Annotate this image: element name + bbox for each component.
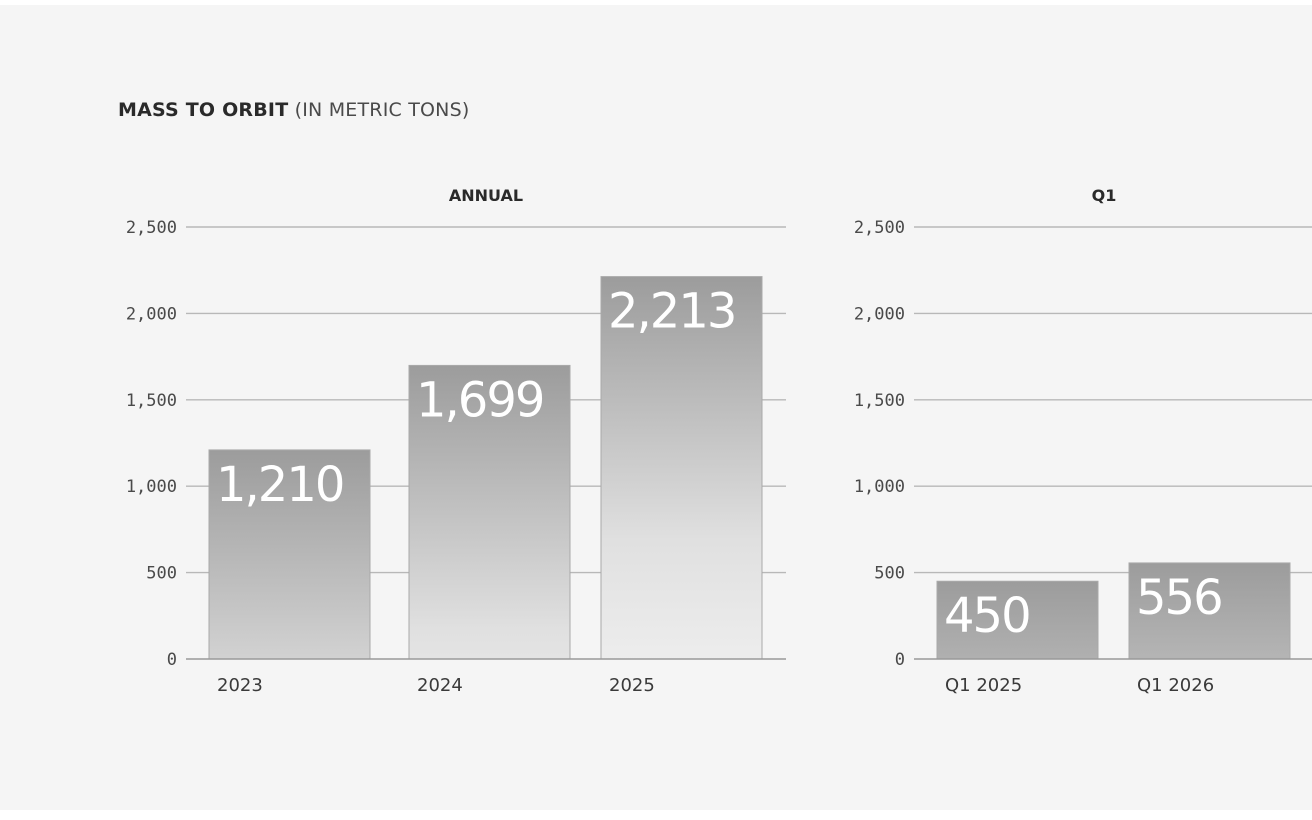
annual-y-tick-label: 1,500	[126, 391, 177, 411]
q1-y-tick-label: 1,500	[854, 391, 905, 411]
annual-chart-title: ANNUAL	[449, 186, 523, 205]
q1-x-category-label: Q1 2026	[1137, 675, 1214, 696]
annual-y-tick-label: 2,000	[126, 304, 177, 324]
q1-y-tick-label: 0	[895, 650, 905, 670]
q1-y-tick-label: 2,000	[854, 304, 905, 324]
chart-heading: MASS TO ORBIT (IN METRIC TONS)	[118, 99, 469, 121]
annual-bar	[408, 364, 571, 660]
annual-bar-value-label: 2,213	[608, 284, 735, 340]
chart-heading-unit: (IN METRIC TONS)	[294, 99, 470, 121]
annual-y-tick-label: 500	[146, 564, 177, 584]
q1-bar	[1128, 562, 1291, 660]
q1-y-tick-label: 1,000	[854, 477, 905, 497]
annual-bar	[208, 449, 371, 660]
annual-bar-value-label: 1,699	[416, 372, 543, 428]
q1-bar-value-label: 556	[1136, 570, 1222, 626]
annual-bar	[600, 276, 763, 660]
annual-bar-value-label: 1,210	[216, 457, 343, 513]
annual-x-category-label: 2025	[609, 675, 655, 696]
annual-x-category-label: 2023	[217, 675, 263, 696]
q1-chart-title: Q1	[1092, 186, 1117, 205]
q1-x-category-label: Q1 2025	[945, 675, 1022, 696]
q1-bar	[936, 580, 1099, 660]
chart-heading-main: MASS TO ORBIT	[118, 99, 289, 121]
annual-y-tick-label: 1,000	[126, 477, 177, 497]
q1-y-tick-label: 500	[874, 564, 905, 584]
annual-y-tick-label: 2,500	[126, 218, 177, 238]
q1-y-tick-label: 2,500	[854, 218, 905, 238]
annual-y-tick-label: 0	[167, 650, 177, 670]
annual-x-category-label: 2024	[417, 675, 463, 696]
q1-bar-value-label: 450	[944, 588, 1030, 644]
